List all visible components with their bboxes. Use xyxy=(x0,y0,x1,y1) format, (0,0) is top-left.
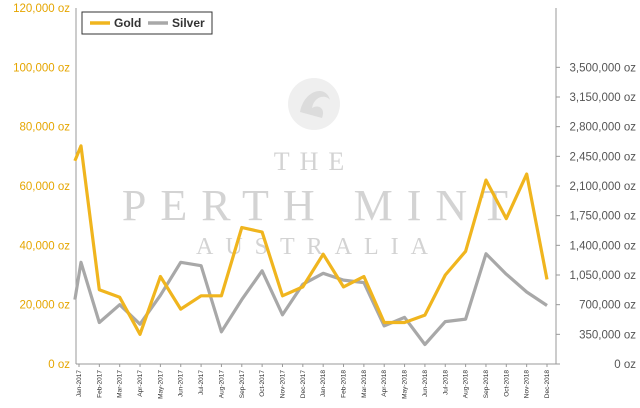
y-right-tick-label: 700,000 oz xyxy=(579,300,636,312)
y-right-tick-label: 3,500,000 oz xyxy=(569,62,636,74)
x-tick-label: Dec-2017 xyxy=(300,370,307,399)
y-left-tick-label: 40,000 oz xyxy=(19,240,70,252)
y-right-tick-label: 1,400,000 oz xyxy=(569,240,636,252)
x-tick-label: Mar-2018 xyxy=(361,370,368,398)
y-right-tick-label: 2,100,000 oz xyxy=(569,181,636,193)
legend-label-gold: Gold xyxy=(114,16,141,30)
x-tick-label: Jul-2017 xyxy=(198,370,205,395)
x-tick-label: Apr-2018 xyxy=(381,370,388,397)
x-tick-label: Aug-2018 xyxy=(463,370,470,399)
y-right-tick-label: 1,050,000 oz xyxy=(569,270,636,282)
x-tick-label: Mar-2017 xyxy=(117,370,124,398)
y-left-tick-label: 60,000 oz xyxy=(19,181,70,193)
watermark-line-1: THE xyxy=(274,147,355,176)
y-left-tick-label: 80,000 oz xyxy=(19,122,70,134)
x-tick-label: Jun-2017 xyxy=(178,370,185,397)
y-left-tick-label: 0 oz xyxy=(48,359,70,371)
x-tick-label: Dec-2018 xyxy=(544,370,551,399)
x-tick-label: May-2017 xyxy=(157,370,164,399)
series-line-gold xyxy=(73,144,549,336)
x-tick-label: Jan-2017 xyxy=(76,370,83,397)
legend: Gold Silver xyxy=(81,11,213,35)
x-tick-label: Jun-2018 xyxy=(422,370,429,397)
x-tick-label: Jul-2018 xyxy=(442,370,449,395)
y-left-tick-label: 120,000 oz xyxy=(13,3,70,15)
right-axis-ticks: 0 oz 350,000 oz 700,000 oz 1,050,000 oz 1,40… xyxy=(556,62,636,371)
x-tick-label: Nov-2018 xyxy=(524,370,531,399)
legend-box xyxy=(81,11,213,35)
y-left-tick-label: 100,000 oz xyxy=(13,62,70,74)
legend-label-silver: Silver xyxy=(172,16,205,30)
y-right-tick-label: 2,450,000 oz xyxy=(569,151,636,163)
y-right-tick-label: 350,000 oz xyxy=(579,329,636,341)
x-tick-label: Nov-2017 xyxy=(279,370,286,399)
x-tick-label: Aug-2017 xyxy=(218,370,225,399)
left-axis-ticks: 0 oz 20,000 oz 40,000 oz 60,000 oz 80,000 oz… xyxy=(13,3,70,371)
y-right-tick-label: 3,150,000 oz xyxy=(569,92,636,104)
y-left-tick-label: 20,000 oz xyxy=(19,300,70,312)
watermark-swan-shape xyxy=(300,90,330,118)
watermark-swan-logo xyxy=(288,78,340,130)
y-right-tick-label: 0 oz xyxy=(614,359,636,371)
x-tick-label: Feb-2018 xyxy=(341,370,348,398)
watermark-line-2: PERTH MINT xyxy=(122,181,522,230)
y-right-tick-label: 1,750,000 oz xyxy=(569,211,636,223)
x-tick-label: Oct-2017 xyxy=(259,370,266,397)
x-axis-ticks: Jan-2017 Feb-2017 Mar-2017 Apr-2017 May-2017… xyxy=(76,364,551,399)
x-tick-label: Feb-2017 xyxy=(96,370,103,398)
x-tick-label: Sep-2017 xyxy=(239,370,246,399)
x-tick-label: Oct-2018 xyxy=(503,370,510,397)
x-tick-label: Apr-2017 xyxy=(137,370,144,397)
x-tick-label: May-2018 xyxy=(402,370,409,399)
x-tick-label: Jan-2018 xyxy=(320,370,327,397)
y-right-tick-label: 2,800,000 oz xyxy=(569,122,636,134)
x-tick-label: Sep-2018 xyxy=(483,370,490,399)
